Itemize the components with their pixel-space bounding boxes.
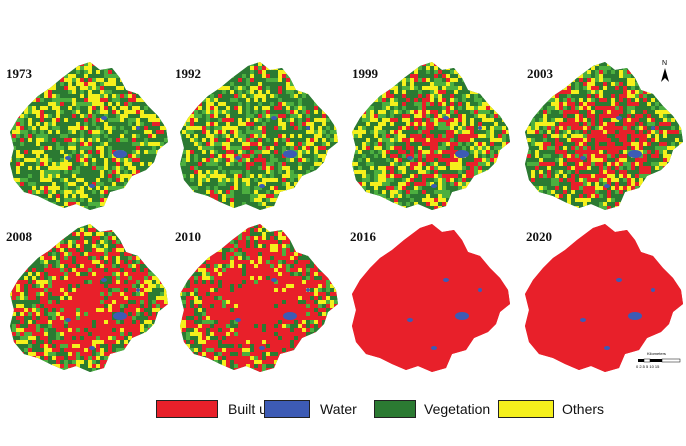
year-label-2020: 2020 xyxy=(526,229,552,244)
year-label-2008: 2008 xyxy=(6,229,32,244)
year-label-2016: 2016 xyxy=(350,229,376,244)
legend-swatch-water xyxy=(264,400,310,418)
scale-bar-ticks: 0 2.5 5 10 15 xyxy=(636,364,660,369)
land-use-map-1973 xyxy=(10,62,168,210)
legend-label-built-up: Built up xyxy=(228,401,275,417)
land-use-map-2020 xyxy=(525,224,683,372)
year-label-2003: 2003 xyxy=(527,66,553,81)
land-use-map-2010 xyxy=(180,224,338,372)
scale-bar xyxy=(638,358,681,363)
legend-swatch-others xyxy=(498,400,554,418)
land-use-map-2008 xyxy=(10,224,168,372)
year-label-2010: 2010 xyxy=(175,229,201,244)
legend-swatch-built-up xyxy=(156,400,218,418)
legend-label-vegetation: Vegetation xyxy=(424,401,491,417)
land-use-map-1992 xyxy=(180,62,338,210)
legend-label-water: Water xyxy=(320,401,357,417)
land-use-map-2003 xyxy=(525,62,683,210)
land-use-map-2016 xyxy=(352,224,510,372)
north-arrow-icon xyxy=(661,68,669,82)
legend-label-others: Others xyxy=(562,401,605,417)
scale-bar-title: Kilometers xyxy=(647,351,666,356)
legend-swatch-vegetation xyxy=(374,400,416,418)
year-label-1992: 1992 xyxy=(175,66,201,81)
land-use-map-1999 xyxy=(352,62,510,210)
legend: Built up Water Vegetation Others xyxy=(156,396,606,420)
north-arrow-label: N xyxy=(662,60,668,67)
year-label-1973: 1973 xyxy=(6,66,32,81)
year-label-1999: 1999 xyxy=(352,66,378,81)
